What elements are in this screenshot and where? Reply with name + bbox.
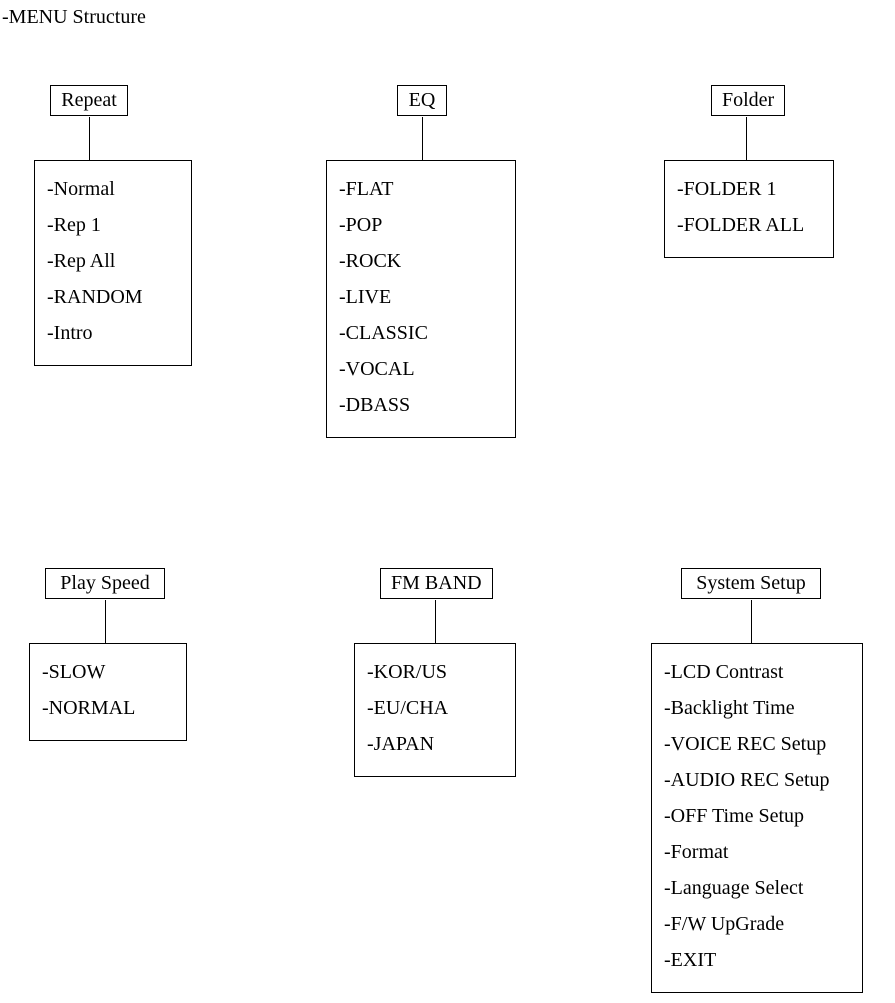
menu-body-systemsetup: -LCD Contrast-Backlight Time-VOICE REC S… (651, 643, 863, 993)
menu-item: -LCD Contrast (664, 654, 850, 690)
menu-item: -AUDIO REC Setup (664, 762, 850, 798)
menu-item: -CLASSIC (339, 315, 503, 351)
menu-header-systemsetup: System Setup (681, 568, 821, 599)
menu-item: -ROCK (339, 243, 503, 279)
menu-body-repeat: -Normal-Rep 1-Rep All-RANDOM-Intro (34, 160, 192, 366)
menu-body-playspeed: -SLOW-NORMAL (29, 643, 187, 741)
menu-body-eq: -FLAT-POP-ROCK-LIVE-CLASSIC-VOCAL-DBASS (326, 160, 516, 438)
menu-item: -F/W UpGrade (664, 906, 850, 942)
menu-header-fmband: FM BAND (380, 568, 493, 599)
menu-item: -DBASS (339, 387, 503, 423)
menu-header-repeat: Repeat (50, 85, 128, 116)
menu-header-folder: Folder (711, 85, 785, 116)
menu-item: -JAPAN (367, 726, 503, 762)
menu-header-playspeed: Play Speed (45, 568, 165, 599)
menu-item: -VOICE REC Setup (664, 726, 850, 762)
menu-item: -Rep All (47, 243, 179, 279)
menu-item: -RANDOM (47, 279, 179, 315)
menu-item: -LIVE (339, 279, 503, 315)
menu-item: -FLAT (339, 171, 503, 207)
menu-body-folder: -FOLDER 1-FOLDER ALL (664, 160, 834, 258)
menu-connector-repeat (89, 117, 90, 160)
menu-header-eq: EQ (397, 85, 447, 116)
menu-body-fmband: -KOR/US-EU/CHA-JAPAN (354, 643, 516, 777)
menu-item: -Intro (47, 315, 179, 351)
menu-item: -Normal (47, 171, 179, 207)
menu-item: -VOCAL (339, 351, 503, 387)
menu-item: -Format (664, 834, 850, 870)
menu-item: -POP (339, 207, 503, 243)
menu-connector-fmband (435, 600, 436, 643)
menu-item: -Rep 1 (47, 207, 179, 243)
menu-item: -Language Select (664, 870, 850, 906)
menu-item: -NORMAL (42, 690, 174, 726)
menu-item: -KOR/US (367, 654, 503, 690)
menu-item: -EXIT (664, 942, 850, 978)
menu-connector-folder (746, 117, 747, 160)
page-title: -MENU Structure (2, 6, 146, 29)
menu-item: -SLOW (42, 654, 174, 690)
menu-connector-playspeed (105, 600, 106, 643)
menu-item: -Backlight Time (664, 690, 850, 726)
menu-item: -EU/CHA (367, 690, 503, 726)
menu-item: -FOLDER 1 (677, 171, 821, 207)
menu-connector-eq (422, 117, 423, 160)
menu-connector-systemsetup (751, 600, 752, 643)
menu-item: -OFF Time Setup (664, 798, 850, 834)
menu-item: -FOLDER ALL (677, 207, 821, 243)
